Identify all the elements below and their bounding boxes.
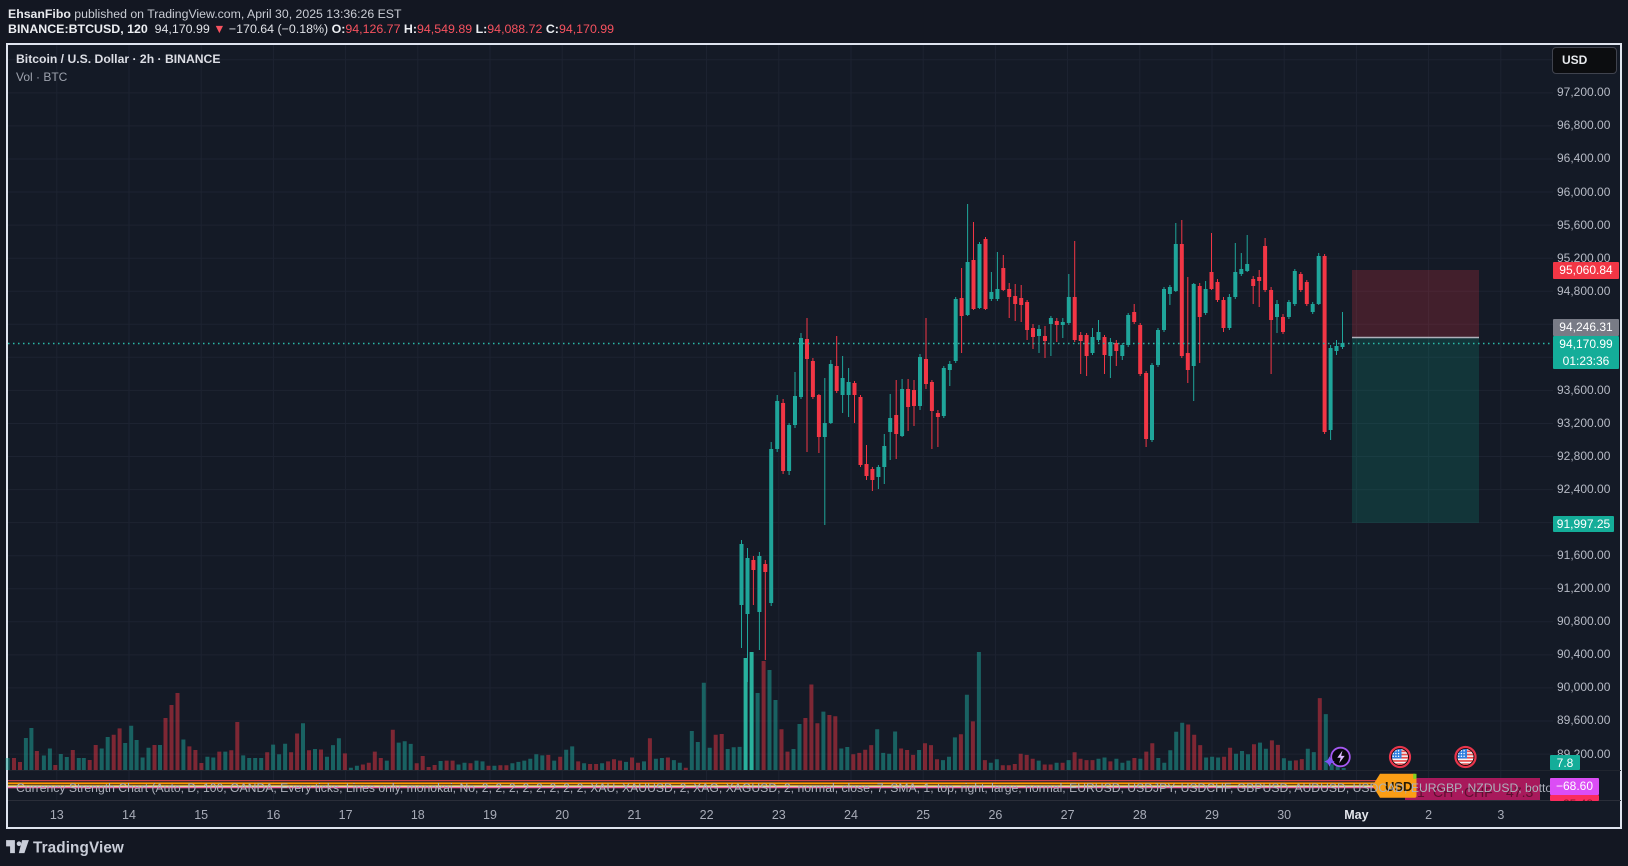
- svg-text:47.3: 47.3: [1506, 784, 1533, 800]
- svg-text:1: 1: [1417, 784, 1425, 800]
- svg-text:CHF: CHF: [1464, 784, 1493, 800]
- svg-text:CH: CH: [1433, 784, 1453, 800]
- svg-text:TradingView: TradingView: [33, 839, 124, 856]
- svg-text:USD: USD: [1385, 779, 1412, 794]
